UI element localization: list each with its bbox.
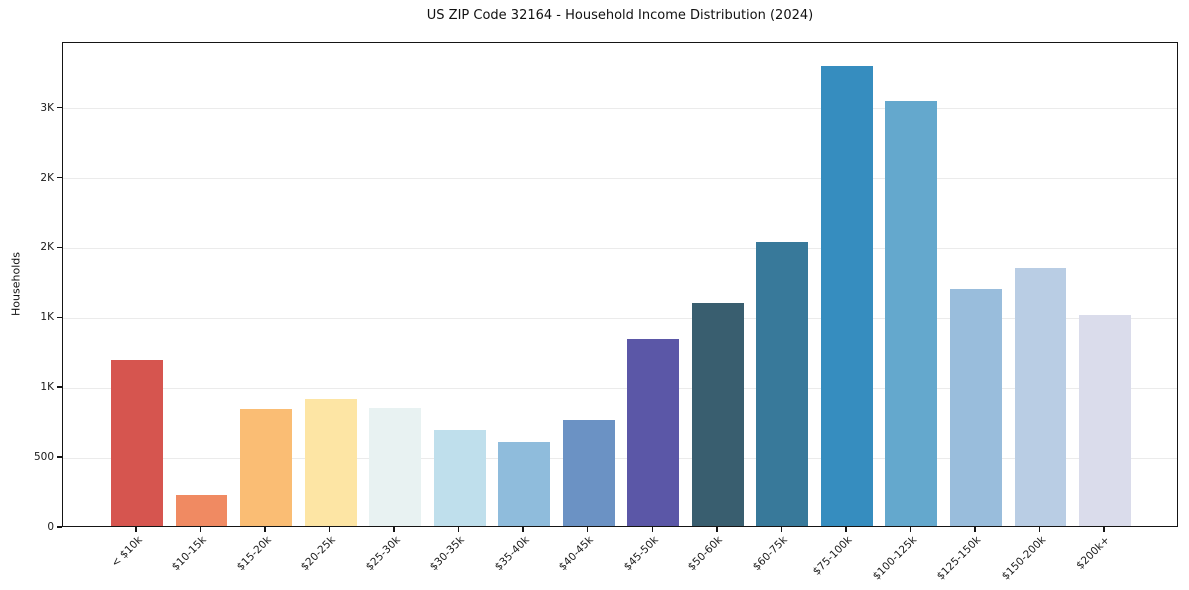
plot-area bbox=[62, 42, 1178, 527]
y-tick-label: 1K bbox=[40, 311, 54, 324]
y-tick-mark bbox=[57, 316, 62, 319]
gridline bbox=[63, 178, 1177, 180]
x-tick-mark bbox=[909, 527, 912, 532]
x-tick-label: $75-100k bbox=[810, 534, 855, 578]
x-tick-mark bbox=[845, 527, 847, 532]
x-tick-label: $50-60k bbox=[686, 534, 726, 574]
bar bbox=[627, 338, 680, 526]
bar bbox=[691, 303, 744, 526]
x-tick-label: < $10k bbox=[109, 534, 145, 570]
x-tick-mark bbox=[651, 527, 653, 532]
x-tick-label: $25-30k bbox=[363, 534, 403, 574]
x-tick-mark bbox=[328, 527, 331, 532]
y-tick-label: 2K bbox=[40, 171, 54, 184]
x-tick-mark bbox=[135, 527, 137, 532]
x-tick-mark bbox=[586, 527, 589, 532]
bar bbox=[111, 360, 163, 526]
y-tick-label: 3K bbox=[40, 101, 54, 114]
x-tick-mark bbox=[264, 527, 266, 532]
x-tick-label: $45-50k bbox=[621, 534, 661, 574]
bar bbox=[562, 420, 615, 526]
bar bbox=[175, 495, 228, 526]
chart-title: US ZIP Code 32164 - Household Income Dis… bbox=[426, 8, 814, 23]
bar bbox=[304, 398, 357, 526]
y-tick-mark bbox=[57, 246, 62, 249]
y-tick-label: 2K bbox=[40, 241, 54, 254]
x-tick-label: $150-200k bbox=[999, 534, 1048, 583]
bar bbox=[240, 409, 292, 526]
bar bbox=[1079, 314, 1131, 526]
x-tick-label: $10-15k bbox=[170, 534, 210, 574]
x-tick-mark bbox=[780, 527, 783, 532]
x-tick-label: $35-40k bbox=[492, 534, 532, 574]
x-tick-mark bbox=[716, 527, 718, 532]
gridline bbox=[63, 247, 1177, 249]
bar bbox=[369, 407, 421, 526]
x-tick-mark bbox=[1038, 527, 1041, 532]
bar bbox=[820, 66, 873, 526]
y-tick-label: 1K bbox=[40, 381, 54, 394]
x-tick-mark bbox=[393, 527, 395, 532]
x-tick-label: $20-25k bbox=[299, 534, 339, 574]
gridline bbox=[63, 317, 1177, 319]
y-tick-label: 0 bbox=[47, 521, 54, 533]
bar bbox=[756, 242, 809, 526]
x-tick-mark bbox=[1103, 527, 1105, 532]
y-tick-label: 500 bbox=[33, 451, 54, 464]
x-tick-label: $40-45k bbox=[557, 534, 597, 574]
y-tick-mark bbox=[57, 526, 62, 528]
x-tick-label: $100-125k bbox=[870, 534, 919, 583]
bar bbox=[949, 289, 1002, 526]
bar bbox=[433, 429, 486, 526]
x-tick-label: $30-35k bbox=[428, 534, 468, 574]
y-tick-mark bbox=[57, 456, 62, 458]
x-tick-mark bbox=[974, 527, 976, 532]
y-tick-mark bbox=[57, 176, 62, 179]
y-axis-title: Households bbox=[9, 252, 23, 316]
x-tick-mark bbox=[522, 527, 524, 532]
x-tick-label: $200k+ bbox=[1074, 534, 1113, 572]
gridline bbox=[63, 108, 1177, 110]
gridline bbox=[63, 387, 1177, 389]
bar bbox=[885, 101, 938, 526]
bar bbox=[498, 442, 551, 526]
gridline bbox=[63, 457, 1177, 459]
y-tick-mark bbox=[57, 386, 62, 388]
x-tick-mark bbox=[457, 527, 460, 532]
y-tick-mark bbox=[57, 106, 62, 109]
x-tick-label: $125-150k bbox=[934, 534, 984, 583]
x-tick-mark bbox=[199, 527, 202, 532]
bar bbox=[1014, 268, 1067, 526]
x-tick-label: $15-20k bbox=[234, 534, 274, 574]
x-tick-label: $60-75k bbox=[750, 534, 790, 574]
